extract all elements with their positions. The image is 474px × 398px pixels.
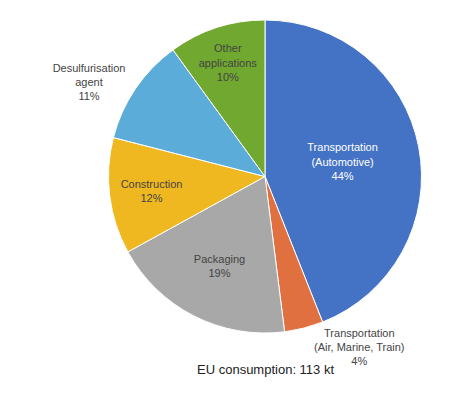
svg-text:Otherapplications10%: Otherapplications10%: [199, 42, 258, 83]
svg-text:Packaging19%: Packaging19%: [194, 253, 245, 279]
svg-text:Construction12%: Construction12%: [121, 178, 183, 204]
svg-text:EU consumption: 113 kt: EU consumption: 113 kt: [197, 362, 334, 377]
svg-text:Transportation(Automotive)44%: Transportation(Automotive)44%: [307, 141, 378, 182]
svg-text:Transportation(Air, Marine, Tr: Transportation(Air, Marine, Train)4%: [314, 327, 404, 368]
svg-text:Desulfurisationagent11%: Desulfurisationagent11%: [53, 62, 126, 103]
